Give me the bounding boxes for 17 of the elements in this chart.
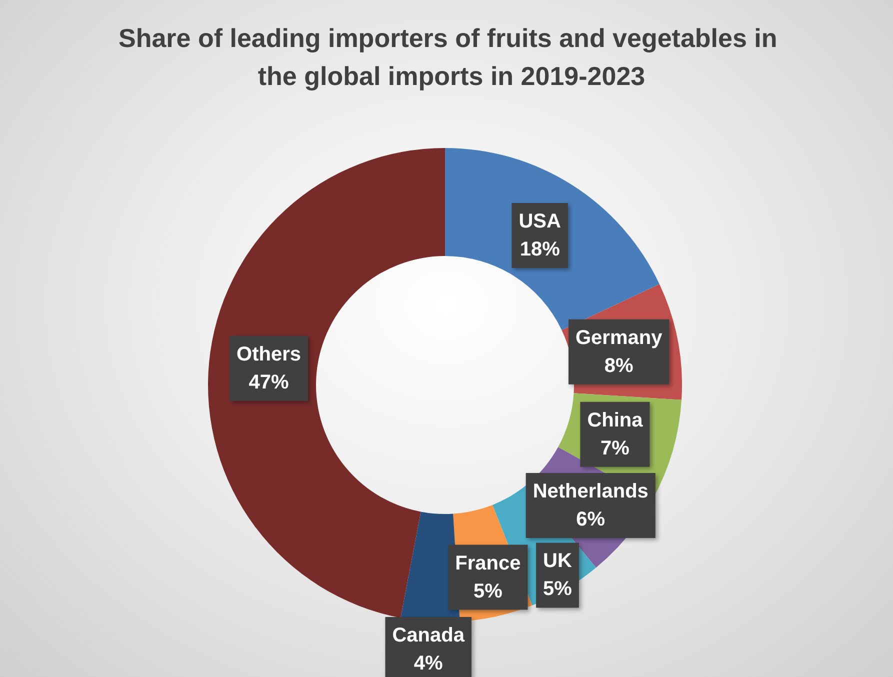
data-label: 47% bbox=[248, 371, 290, 394]
slice-label: UK bbox=[543, 550, 572, 572]
data-label: 6% bbox=[576, 508, 606, 530]
chart-title: Share of leading importers of fruits and vegetables in the global imports in 2019-2023 bbox=[118, 23, 785, 91]
data-label: 7% bbox=[600, 437, 630, 460]
data-label: 5% bbox=[543, 578, 572, 600]
slice-label: Others bbox=[236, 343, 302, 366]
data-label: 4% bbox=[414, 652, 444, 674]
data-label: 5% bbox=[474, 580, 503, 602]
slice-label: China bbox=[587, 409, 644, 432]
slice-label: Canada bbox=[392, 624, 466, 646]
slice-label: USA bbox=[518, 210, 561, 233]
data-label: 18% bbox=[520, 238, 560, 261]
slice-label: Germany bbox=[576, 326, 664, 349]
data-label: 8% bbox=[604, 354, 634, 377]
slice-label: France bbox=[455, 552, 521, 574]
slice-label: Netherlands bbox=[532, 480, 648, 502]
